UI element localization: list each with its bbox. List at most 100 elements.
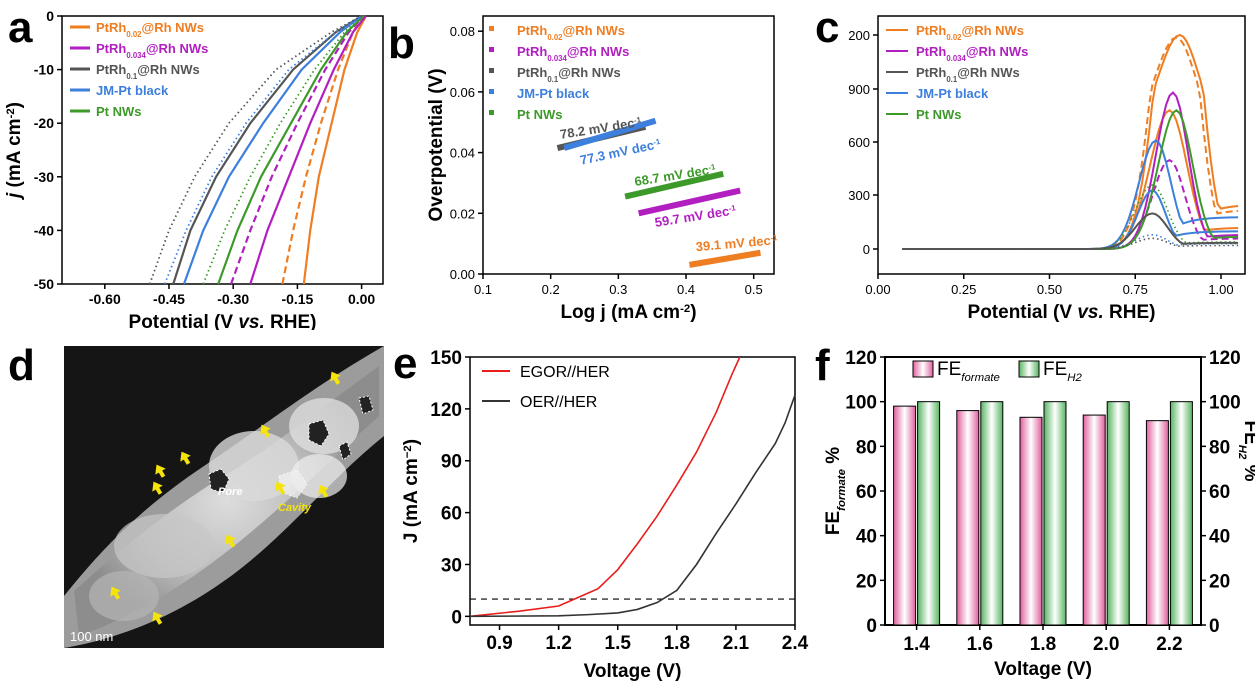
x-tick-label-a: -0.15	[281, 291, 313, 307]
x-tick-label-f: 1.8	[1030, 634, 1056, 655]
y-tick-label-b: 0.02	[450, 206, 475, 221]
legend-swatch-b	[489, 89, 494, 94]
series-line-a	[302, 15, 367, 285]
legend-swatch-f	[1018, 360, 1040, 378]
series-line-a	[230, 15, 365, 285]
x-axis-label-c: Potential (V vs. RHE)	[968, 302, 1156, 323]
plot-frame-e	[469, 356, 796, 626]
x-tick-label-c: 0.25	[951, 282, 976, 297]
legend-label-b: PtRh0.034@Rh NWs	[517, 44, 629, 63]
tem-nanowire-graphic	[64, 346, 384, 648]
legend-label-e: EGOR//HER	[520, 364, 610, 381]
y-tick-label-c: 0	[863, 242, 870, 257]
y-axis-label-left-f: FEformate %	[823, 447, 848, 535]
x-tick-label-e: 1.2	[545, 633, 571, 654]
y-tick-label-b: 0.06	[450, 85, 475, 100]
y-tick-label-a: -30	[34, 169, 54, 185]
y-tick-label-e: 60	[441, 504, 462, 525]
legend-label-e: OER//HER	[520, 394, 597, 411]
arrow-icons	[110, 371, 341, 625]
cv-curve-c	[902, 212, 1239, 250]
chart-c: 0.00 0.25 0.50 0.75 1.00 0 300 600 900 200 Potenti…	[848, 15, 1246, 323]
x-tick-label-c: 0.50	[1037, 282, 1062, 297]
x-tick-label-b: 0.5	[745, 282, 763, 297]
legend-swatch-b	[489, 110, 494, 115]
panel-label-d: d	[8, 341, 35, 390]
y-axis-label-right-f: FEH2 %	[1236, 420, 1255, 481]
tem-image: Pore Cavity 100 nm	[64, 346, 384, 648]
tafel-line-b	[563, 117, 657, 151]
bar-fe-formate	[1019, 416, 1043, 626]
y-tick-label-left-f: 80	[856, 437, 877, 458]
tafel-slope-label-b: 39.1 mV dec-1	[695, 232, 779, 254]
cv-curve-c	[902, 109, 1239, 250]
x-tick-label-e: 0.9	[486, 633, 512, 654]
y-tick-label-right-f: 120	[1209, 348, 1241, 369]
legend-label-f: FEH2	[1043, 359, 1083, 384]
cv-curve-c	[902, 109, 1239, 250]
y-tick-label-left-f: 60	[856, 482, 877, 503]
y-tick-label-left-f: 40	[856, 527, 877, 548]
x-tick-label-e: 2.4	[782, 633, 809, 654]
x-axis-label-f: Voltage (V)	[994, 659, 1092, 680]
legend-label-f: FEformate	[937, 359, 1000, 384]
plot-frame-c	[877, 15, 1246, 275]
legend-label-a: JM-Pt black	[96, 83, 169, 98]
y-axis-label-b: Overpotential (V)	[426, 68, 447, 221]
x-tick-label-c: 1.00	[1208, 282, 1233, 297]
y-tick-label-right-f: 80	[1209, 437, 1230, 458]
y-tick-label-b: 0.00	[450, 267, 475, 282]
legend-swatch-b	[489, 26, 494, 31]
y-tick-label-a: -50	[34, 276, 54, 292]
legend-label-c: Pt NWs	[916, 107, 962, 122]
y-tick-label-left-f: 20	[856, 571, 877, 592]
x-tick-label-a: -0.30	[217, 291, 249, 307]
bar-fe-h2	[1106, 401, 1130, 626]
x-tick-label-c: 0.75	[1123, 282, 1148, 297]
y-tick-label-right-f: 60	[1209, 482, 1230, 503]
y-tick-label-a: -10	[34, 62, 54, 78]
x-axis-label-b: Log j (mA cm-2)	[560, 302, 696, 323]
bar-fe-formate	[1145, 420, 1169, 626]
legend-label-b: PtRh0.1@Rh NWs	[517, 65, 621, 84]
x-tick-label-a: -0.45	[153, 291, 185, 307]
bar-fe-h2	[1043, 401, 1067, 626]
legend-label-c: PtRh0.02@Rh NWs	[916, 23, 1024, 42]
bar-fe-formate	[956, 410, 980, 626]
y-tick-label-b: 0.08	[450, 24, 475, 39]
y-tick-label-c: 600	[848, 135, 870, 150]
panel-label-c: c	[815, 3, 840, 52]
panel-label-e: e	[393, 339, 418, 388]
y-tick-label-a: -40	[34, 222, 54, 238]
x-tick-label-a: -0.60	[89, 291, 121, 307]
plot-frame-b	[482, 15, 775, 275]
series-line-a	[182, 15, 363, 285]
x-tick-label-f: 2.2	[1156, 634, 1182, 655]
tafel-line-b	[637, 187, 741, 217]
bar-fe-formate	[893, 405, 917, 626]
y-tick-label-e: 120	[430, 400, 462, 421]
series-line-a	[281, 15, 365, 285]
x-tick-label-f: 1.6	[967, 634, 993, 655]
y-tick-label-c: 300	[848, 188, 870, 203]
iv-curve-e	[469, 394, 796, 618]
x-tick-label-e: 2.1	[723, 633, 750, 654]
x-tick-label-e: 1.5	[605, 633, 632, 654]
series-line-a	[217, 15, 365, 285]
y-axis-label-e: J (mA cm−2)	[401, 439, 422, 543]
legend-label-a: Pt NWs	[96, 104, 142, 119]
bar-fe-h2	[980, 401, 1004, 626]
series-line-a	[172, 15, 363, 285]
legend-label-c: JM-Pt black	[916, 86, 989, 101]
x-tick-label-b: 0.2	[542, 282, 560, 297]
plot-frame-a	[61, 15, 384, 285]
chart-f: 0 0 20 20 40 40 60 60 80 80 100 100 120 120 1.4 1.6 1.8 2…	[823, 348, 1255, 680]
y-tick-label-e: 150	[430, 348, 462, 369]
scale-bar-label: 100 nm	[70, 629, 114, 644]
legend-label-a: PtRh0.02@Rh NWs	[96, 20, 204, 39]
legend-label-b: JM-Pt black	[517, 86, 590, 101]
y-tick-label-e: 0	[451, 607, 462, 628]
chart-e: 0.9 1.2 1.5 1.8 2.1 2.4 0 30 60 90 120 150 Voltage (…	[401, 348, 809, 682]
x-tick-label-e: 1.8	[664, 633, 690, 654]
y-tick-label-right-f: 40	[1209, 527, 1230, 548]
